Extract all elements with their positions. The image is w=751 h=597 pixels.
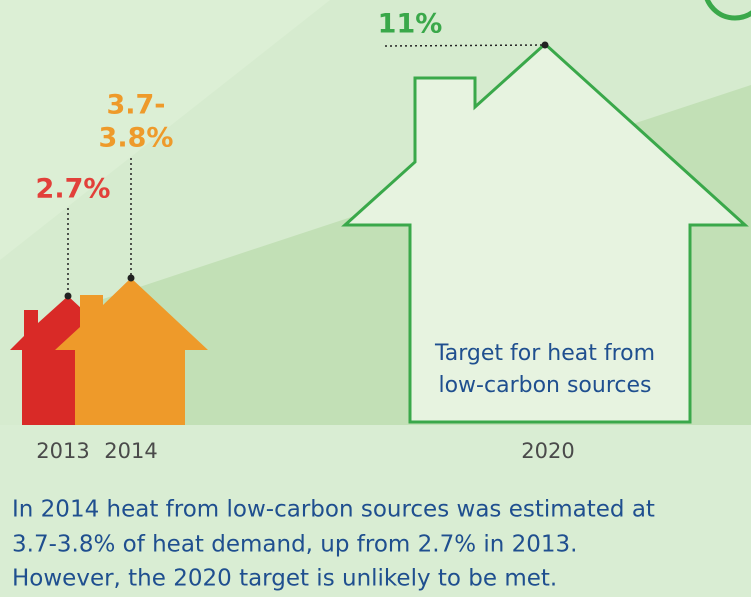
leader-line — [384, 44, 546, 47]
leader-dot — [127, 274, 135, 282]
year-label: 2014 — [104, 439, 157, 463]
value-label: 3.8% — [99, 123, 174, 154]
value-label: 11% — [378, 9, 443, 40]
light-band — [0, 0, 330, 260]
house-2014 — [55, 278, 208, 425]
value-label: 3.7- — [106, 90, 165, 121]
leader-dot — [541, 41, 549, 49]
year-label: 2020 — [521, 439, 574, 463]
house-2020 — [341, 41, 749, 424]
house-text: Target for heat from — [434, 341, 655, 366]
year-label: 2013 — [36, 439, 89, 463]
caption-line: However, the 2020 target is unlikely to … — [12, 566, 557, 592]
caption-line: 3.7-3.8% of heat demand, up from 2.7% in… — [12, 532, 578, 558]
house-text: low-carbon sources — [438, 373, 651, 398]
value-label: 2.7% — [36, 174, 111, 205]
footer-band — [0, 425, 751, 597]
caption-line: In 2014 heat from low-carbon sources was… — [12, 497, 655, 523]
leader-dot — [64, 292, 72, 300]
corner-circle — [704, 0, 751, 21]
